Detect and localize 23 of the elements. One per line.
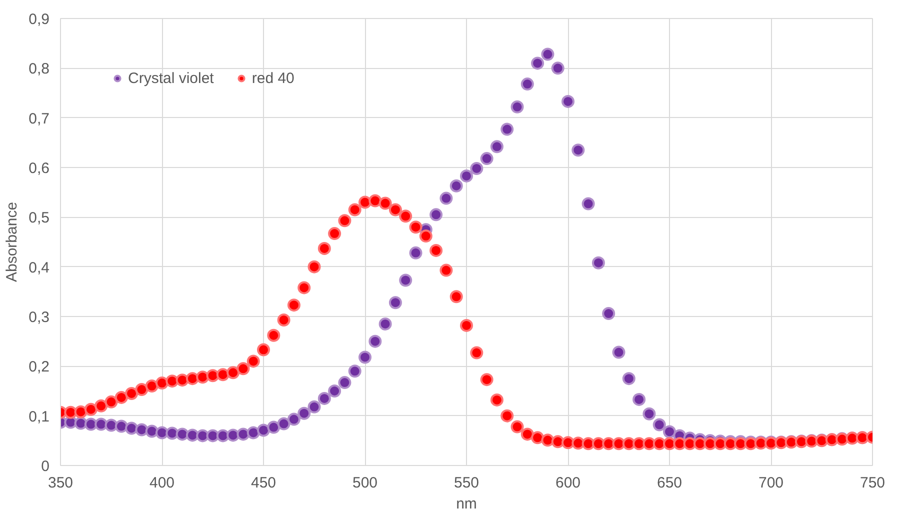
y-tick-label: 0,2 xyxy=(28,358,50,376)
y-tick-label: 0,8 xyxy=(28,60,50,78)
legend-label: red 40 xyxy=(252,70,294,86)
y-tick-label: 0,7 xyxy=(28,110,50,128)
y-tick-label: 0,1 xyxy=(28,408,50,426)
y-tick-label: 0,9 xyxy=(28,11,50,28)
x-tick-label: 500 xyxy=(352,474,378,492)
y-tick-label: 0,4 xyxy=(28,259,50,276)
y-tick-label: 0,3 xyxy=(28,309,50,326)
y-tick-label: 0,5 xyxy=(28,210,50,227)
x-tick-label: 400 xyxy=(149,474,175,492)
x-tick-label: 750 xyxy=(860,474,886,492)
legend-label: Crystal violet xyxy=(128,70,214,86)
x-tick-label: 700 xyxy=(758,474,784,492)
y-tick-label: 0,6 xyxy=(28,160,50,177)
x-tick-label: 550 xyxy=(454,474,480,492)
y-axis-title: Absorbance xyxy=(4,202,21,282)
x-tick-label: 600 xyxy=(555,474,581,492)
x-tick-label: 650 xyxy=(656,474,682,492)
x-tick-label: 450 xyxy=(250,474,276,492)
x-axis-title: nm xyxy=(456,496,477,512)
y-tick-label: 0 xyxy=(41,458,50,475)
x-tick-label: 350 xyxy=(48,474,74,492)
